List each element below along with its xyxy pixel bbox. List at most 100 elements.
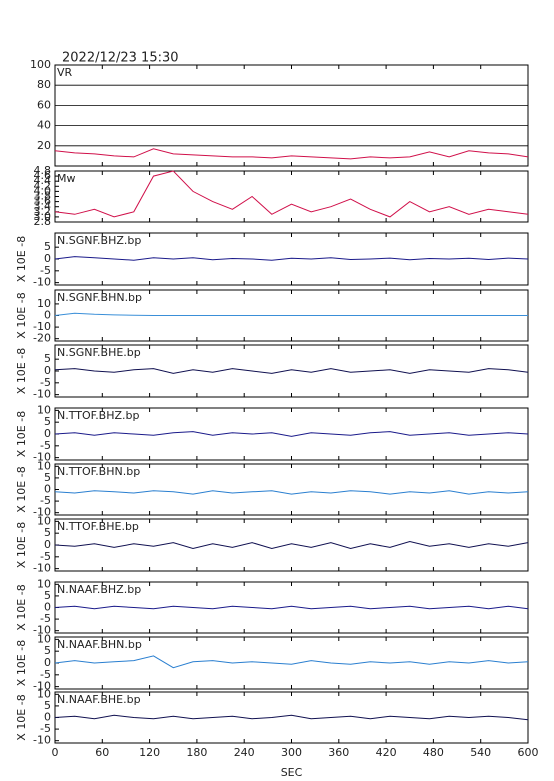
y-tick-label: 3.8: [34, 190, 52, 203]
y-tick-label: -10: [33, 680, 51, 693]
y-tick-label: 0: [44, 309, 51, 322]
y-tick-label: 40: [37, 119, 51, 132]
x-tick-label: 420: [376, 746, 397, 759]
trace: [54, 490, 529, 495]
trace: [54, 714, 529, 721]
y-tick-label: 0: [44, 483, 51, 496]
trace: [54, 170, 529, 218]
y-tick-label: 60: [37, 98, 51, 111]
y-tick-label: 4.2: [34, 179, 52, 192]
y-tick-label: -5: [40, 264, 51, 277]
y-tick-label: -10: [33, 320, 51, 333]
y-tick-label: -20: [33, 332, 51, 345]
x-tick-label: 600: [518, 746, 539, 759]
y-tick-label: 10: [37, 514, 51, 527]
y-tick-label: 5: [44, 240, 51, 253]
y-tick-label: 0: [44, 252, 51, 265]
panel-label: N.NAAF.BHN.bp: [57, 638, 142, 651]
trace: [54, 368, 529, 374]
panel-label: Mw: [57, 172, 76, 185]
y-tick-label: 0: [44, 601, 51, 614]
panel-frame: [54, 64, 529, 167]
x-tick-label: 60: [95, 746, 109, 759]
panel-label: N.SGNF.BHN.bp: [57, 291, 142, 304]
x-axis-title: SEC: [281, 766, 303, 779]
y-tick-label: 4.8: [34, 164, 52, 177]
y-tick-label: 4.4: [34, 174, 52, 187]
trace: [54, 148, 529, 160]
x-tick-label: 120: [139, 746, 160, 759]
panel-label: N.NAAF.BHZ.bp: [57, 583, 141, 596]
x-tick-label: 180: [186, 746, 207, 759]
y-tick-label: -5: [40, 612, 51, 625]
y-axis-title: X 10E -8: [15, 694, 28, 740]
y-tick-label: -5: [40, 376, 51, 389]
y-tick-label: 100: [30, 58, 51, 71]
trace: [54, 605, 529, 610]
y-tick-label: 3.2: [34, 205, 52, 218]
y-tick-label: 10: [37, 632, 51, 645]
y-tick-label: -10: [33, 388, 51, 401]
panel-frame: [54, 170, 529, 223]
y-tick-label: 3.6: [34, 195, 52, 208]
y-tick-label: -10: [33, 506, 51, 519]
y-tick-label: 5: [44, 415, 51, 428]
y-axis-title: X 10E -8: [15, 584, 28, 630]
y-axis-title: X 10E -8: [15, 348, 28, 394]
trace: [54, 256, 529, 261]
y-tick-label: -5: [40, 439, 51, 452]
y-tick-label: 0: [44, 656, 51, 669]
panel-label: N.TTOF.BHE.bp: [57, 520, 139, 533]
y-tick-label: 4.6: [34, 169, 52, 182]
y-tick-label: 10: [37, 297, 51, 310]
x-tick-label: 240: [234, 746, 255, 759]
x-tick-label: 540: [470, 746, 491, 759]
y-tick-label: 20: [37, 139, 51, 152]
y-tick-label: 0: [44, 364, 51, 377]
y-tick-label: -10: [33, 734, 51, 747]
y-tick-label: 4.0: [34, 184, 52, 197]
panel-label: N.TTOF.BHN.bp: [57, 465, 140, 478]
trace: [54, 655, 529, 669]
chart-title: 2022/12/23 15:30: [62, 51, 179, 66]
y-tick-label: 80: [37, 78, 51, 91]
trace: [54, 312, 528, 316]
y-tick-label: 10: [37, 687, 51, 700]
y-tick-label: 10: [37, 577, 51, 590]
y-tick-label: -5: [40, 722, 51, 735]
y-tick-label: 3.4: [34, 200, 52, 213]
x-tick-label: 360: [328, 746, 349, 759]
y-tick-label: -10: [33, 276, 51, 289]
y-axis-title: X 10E -8: [15, 640, 28, 686]
panel-label: N.SGNF.BHE.bp: [57, 346, 141, 359]
panel-label: VR: [57, 66, 73, 79]
y-tick-label: 10: [37, 403, 51, 416]
y-axis-title: X 10E -8: [15, 466, 28, 512]
y-tick-label: -5: [40, 550, 51, 563]
y-tick-label: 5: [44, 471, 51, 484]
y-tick-label: 3.0: [34, 210, 52, 223]
x-tick-label: 480: [423, 746, 444, 759]
y-tick-label: -5: [40, 494, 51, 507]
y-tick-label: -10: [33, 562, 51, 575]
y-tick-label: 5: [44, 352, 51, 365]
y-tick-label: -5: [40, 668, 51, 681]
panel-label: N.TTOF.BHZ.bp: [57, 409, 140, 422]
y-axis-title: X 10E -8: [15, 292, 28, 338]
y-tick-label: 5: [44, 589, 51, 602]
y-tick-label: -10: [33, 624, 51, 637]
panel-label: N.NAAF.BHE.bp: [57, 693, 141, 706]
x-tick-label: 300: [281, 746, 302, 759]
y-axis-title: X 10E -8: [15, 522, 28, 568]
trace: [54, 540, 529, 550]
y-tick-label: 5: [44, 644, 51, 657]
y-tick-label: 0: [44, 427, 51, 440]
y-axis-title: X 10E -8: [15, 411, 28, 457]
y-tick-label: 0: [44, 711, 51, 724]
x-tick-label: 0: [52, 746, 59, 759]
y-tick-label: -10: [33, 451, 51, 464]
y-tick-label: 2.8: [34, 215, 52, 228]
y-tick-label: 0: [44, 538, 51, 551]
y-tick-label: 5: [44, 526, 51, 539]
